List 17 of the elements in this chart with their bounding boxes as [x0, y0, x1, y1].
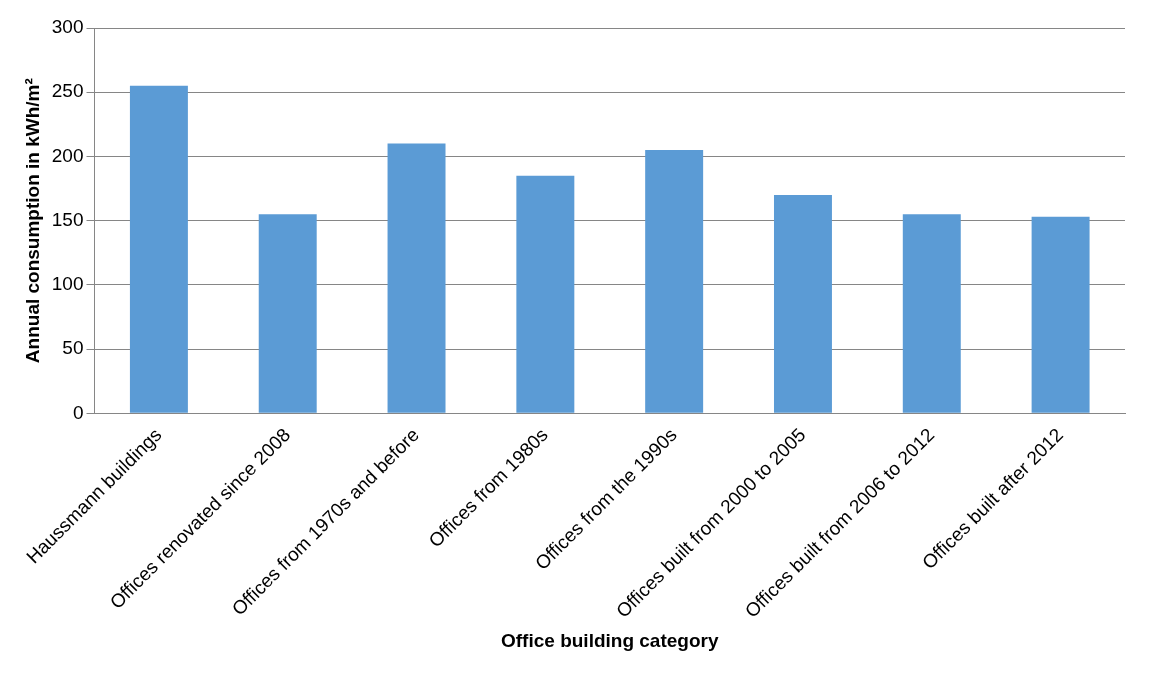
y-tick-label: 50 — [62, 337, 84, 359]
y-tick-label: 100 — [51, 273, 84, 295]
bar — [645, 150, 704, 413]
y-tick-label: 200 — [51, 144, 84, 166]
bar — [129, 85, 188, 413]
y-axis-title: Annual consumption in kWh/m² — [21, 78, 43, 364]
y-tick-label: 150 — [51, 208, 84, 230]
x-axis-title: Office building category — [501, 629, 719, 651]
y-tick-label: 250 — [51, 80, 84, 102]
y-tick-label: 0 — [72, 401, 84, 423]
bar — [1031, 216, 1090, 413]
bar — [387, 143, 446, 413]
bar — [516, 175, 575, 413]
bar — [773, 194, 832, 413]
bar — [902, 214, 961, 413]
y-tick-label: 300 — [51, 16, 84, 38]
bar — [258, 214, 317, 413]
